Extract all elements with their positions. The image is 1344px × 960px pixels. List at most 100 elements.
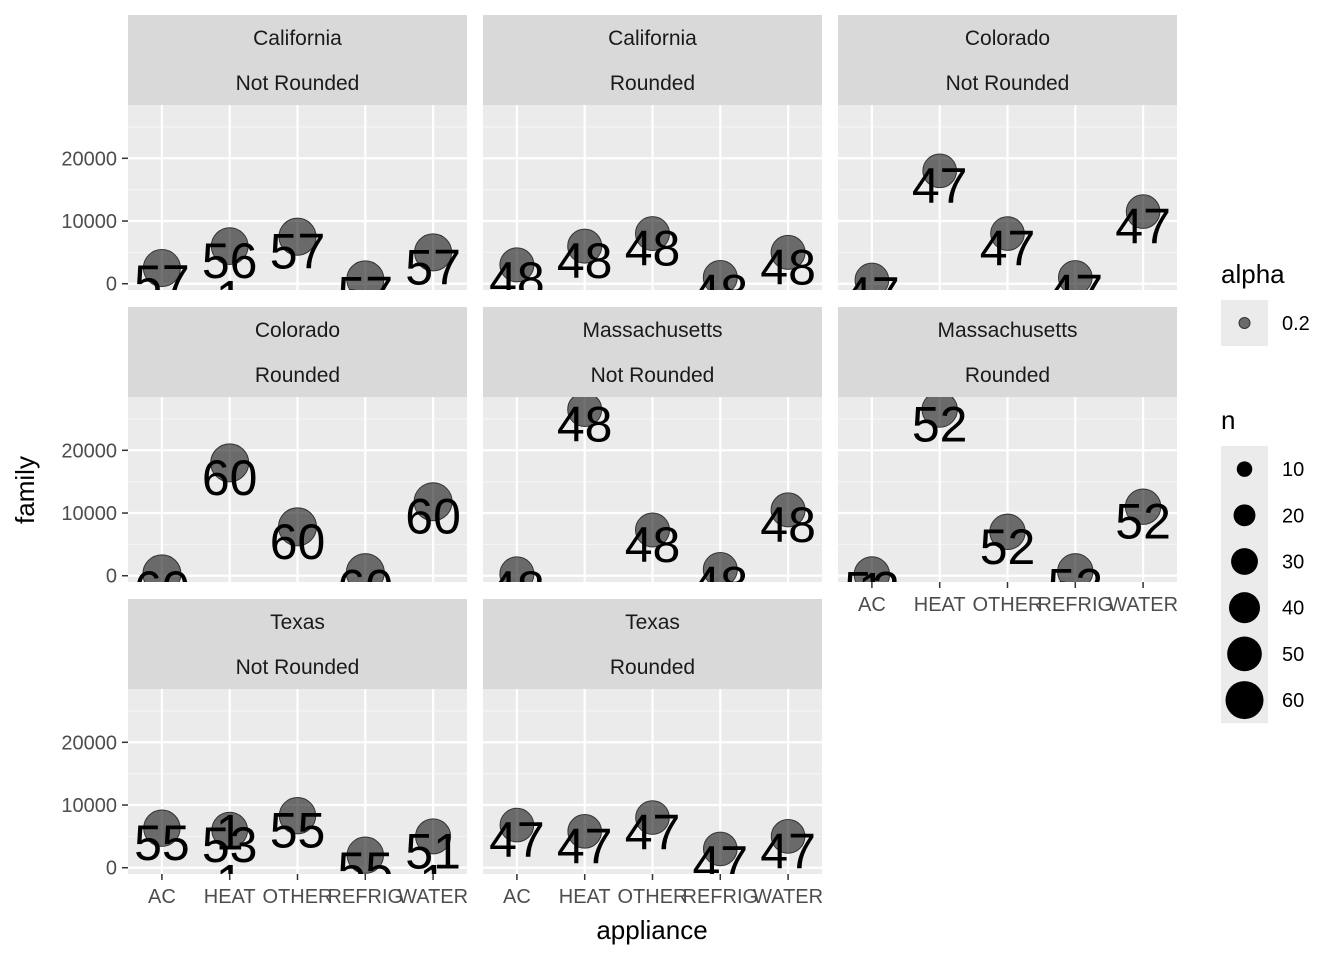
count-label: 47 — [1047, 264, 1103, 320]
y-axis-title: family — [10, 456, 40, 524]
facet-strip-state: Colorado — [965, 27, 1050, 50]
facet-strip-rounding: Not Rounded — [236, 656, 360, 679]
data-point — [868, 572, 875, 579]
data-point — [226, 864, 233, 871]
data-point — [989, 513, 1026, 551]
x-tick-label: HEAT — [204, 886, 256, 908]
facet-strip-rounding: Rounded — [610, 656, 695, 679]
data-point — [1125, 194, 1161, 229]
panel-marks: 57561575757 — [134, 217, 461, 327]
data-point — [346, 260, 385, 290]
count-label: 48 — [625, 517, 681, 573]
y-tick-label: 0 — [106, 566, 117, 588]
data-point — [854, 262, 890, 290]
count-label: 52 — [1047, 558, 1103, 614]
count-label: 48 — [760, 497, 816, 553]
x-tick-label: REFRIG — [683, 886, 759, 908]
facet-strip-rounding: Rounded — [255, 364, 340, 387]
facet-strip — [838, 15, 1177, 105]
count-label: 47 — [1115, 199, 1171, 255]
count-label: 1 — [216, 805, 244, 861]
facet-strip-state: California — [253, 27, 342, 50]
legend-n-symbol — [1231, 548, 1258, 575]
count-label: 47 — [692, 836, 748, 892]
count-label: 47 — [625, 805, 681, 861]
facet-strip — [838, 307, 1177, 397]
count-label: 48 — [557, 397, 613, 453]
count-label: 56 — [202, 233, 258, 289]
y-tick-label: 10000 — [61, 503, 117, 525]
count-label: 51 — [405, 823, 461, 879]
data-point — [278, 507, 317, 547]
count-label: 60 — [270, 514, 326, 570]
data-point — [635, 800, 670, 835]
count-label: 48 — [625, 221, 681, 277]
y-tick-label: 10000 — [61, 795, 117, 817]
count-label: 1 — [216, 271, 244, 327]
x-tick-label: HEAT — [559, 886, 611, 908]
x-tick-label: WATER — [398, 886, 468, 908]
data-point — [853, 556, 891, 582]
x-tick-label: HEAT — [914, 594, 966, 616]
panel-marks: 52152525252 — [844, 397, 1171, 614]
x-tick-label: OTHER — [618, 886, 688, 908]
facet-strip-state: Texas — [270, 611, 325, 634]
x-tick-label: REFRIG — [1038, 594, 1114, 616]
count-label: 47 — [912, 158, 968, 214]
x-tick-label: WATER — [753, 886, 823, 908]
count-label: 52 — [980, 519, 1036, 575]
data-point — [499, 556, 535, 582]
x-tick-label: AC — [503, 886, 531, 908]
data-point — [143, 809, 181, 847]
facet-strip — [483, 15, 822, 105]
facet-strip-rounding: Not Rounded — [946, 72, 1070, 95]
facet-panel: MassachusettsRounded52152525252ACHEATOTH… — [838, 307, 1178, 616]
x-tick-label: OTHER — [263, 886, 333, 908]
count-label: 55 — [337, 842, 393, 898]
data-point — [210, 443, 250, 483]
data-point — [413, 482, 453, 522]
legend-n-title: n — [1221, 405, 1235, 435]
data-point — [499, 247, 535, 283]
legend-n-label: 40 — [1282, 598, 1304, 620]
y-tick-label: 10000 — [61, 211, 117, 233]
count-label: 47 — [980, 221, 1036, 277]
data-point — [702, 259, 738, 290]
data-point — [702, 831, 738, 867]
data-point — [346, 836, 384, 874]
facet-strip — [483, 307, 822, 397]
facet-strip-rounding: Not Rounded — [236, 72, 360, 95]
count-label: 52 — [912, 397, 968, 453]
count-label: 48 — [692, 556, 748, 612]
count-label: 57 — [270, 224, 326, 280]
facet-panel: ColoradoRounded606060606001000020000 — [61, 307, 467, 588]
facet-strip-state: Massachusetts — [937, 319, 1077, 342]
data-point — [770, 492, 806, 528]
count-label: 57 — [405, 239, 461, 295]
legend-n-key — [1221, 446, 1268, 724]
y-tick-label: 0 — [106, 274, 117, 296]
facet-strip — [128, 599, 467, 689]
x-axis-title: appliance — [596, 915, 707, 945]
data-point — [567, 397, 603, 428]
data-point — [142, 249, 181, 288]
y-tick-label: 0 — [106, 858, 117, 880]
count-label: 48 — [489, 561, 545, 617]
legend-alpha-title: alpha — [1221, 259, 1285, 289]
count-label: 57 — [337, 266, 393, 322]
count-label: 60 — [405, 489, 461, 545]
panel-marks: 5553115555511 — [134, 796, 461, 898]
data-point — [211, 811, 249, 849]
data-point — [210, 227, 249, 265]
x-tick-label: AC — [148, 886, 176, 908]
x-tick-label: WATER — [1108, 594, 1178, 616]
legend-n-label: 60 — [1282, 690, 1304, 712]
data-point — [1124, 488, 1162, 525]
facet-strip — [128, 307, 467, 397]
legend-n-label: 10 — [1282, 459, 1304, 481]
facet-strip-rounding: Rounded — [610, 72, 695, 95]
